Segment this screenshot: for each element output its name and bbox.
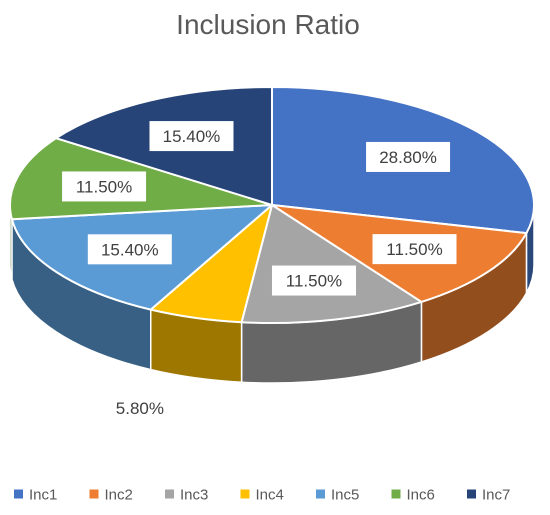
data-label-value: 15.40% — [163, 127, 221, 146]
legend-item-inc5: Inc5 — [316, 487, 359, 504]
data-label-value: 11.50% — [76, 177, 132, 196]
legend-item-inc4: Inc4 — [240, 487, 284, 504]
legend-item-inc6: Inc6 — [391, 487, 435, 504]
legend-item-inc2: Inc2 — [89, 487, 133, 504]
data-label-value: 11.50% — [286, 272, 342, 291]
data-label-box — [87, 234, 172, 265]
legend-swatch — [165, 489, 174, 499]
data-labels: 28.80% 11.50% 11.50% 5.80% 15.40% 11.50% 15.40… — [62, 121, 457, 418]
data-label-inc4: 5.80% — [116, 399, 164, 418]
legend-item-inc3: Inc3 — [165, 487, 208, 504]
legend-label: Inc5 — [331, 487, 359, 504]
legend-item-inc7: Inc7 — [467, 487, 510, 504]
legend-label: Inc3 — [180, 487, 208, 504]
legend-label: Inc1 — [29, 487, 57, 504]
legend-label: Inc6 — [407, 487, 435, 504]
data-label-value: 15.40% — [101, 240, 159, 259]
legend: Inc1 Inc2 Inc3 Inc4 Inc5 Inc6 Inc7 — [14, 487, 510, 504]
legend-label: Inc2 — [105, 487, 133, 504]
data-label-inc6: 11.50% — [62, 171, 147, 202]
legend-label: Inc7 — [482, 487, 510, 504]
legend-swatch — [391, 489, 401, 499]
chart-title: Inclusion Ratio — [176, 9, 360, 40]
legend-item-inc1: Inc1 — [14, 487, 57, 504]
legend-swatch — [467, 489, 476, 499]
data-label-value: 5.80% — [116, 399, 164, 418]
data-label-box — [62, 171, 147, 202]
data-label-inc1: 28.80% — [366, 141, 451, 172]
legend-swatch — [89, 489, 99, 499]
data-label-box — [271, 265, 356, 296]
data-label-inc7: 15.40% — [149, 121, 234, 152]
data-label-inc5: 15.40% — [87, 234, 172, 265]
legend-swatch — [316, 489, 325, 499]
data-label-box — [149, 121, 234, 152]
data-label-value: 11.50% — [386, 240, 442, 259]
data-label-inc2: 11.50% — [372, 234, 457, 265]
legend-label: Inc4 — [256, 487, 284, 504]
data-label-inc3: 11.50% — [271, 265, 356, 296]
legend-swatch — [240, 489, 250, 499]
data-label-value: 28.80% — [379, 148, 437, 167]
data-label-box — [372, 234, 457, 265]
data-label-box — [366, 141, 451, 172]
legend-swatch — [14, 489, 23, 499]
